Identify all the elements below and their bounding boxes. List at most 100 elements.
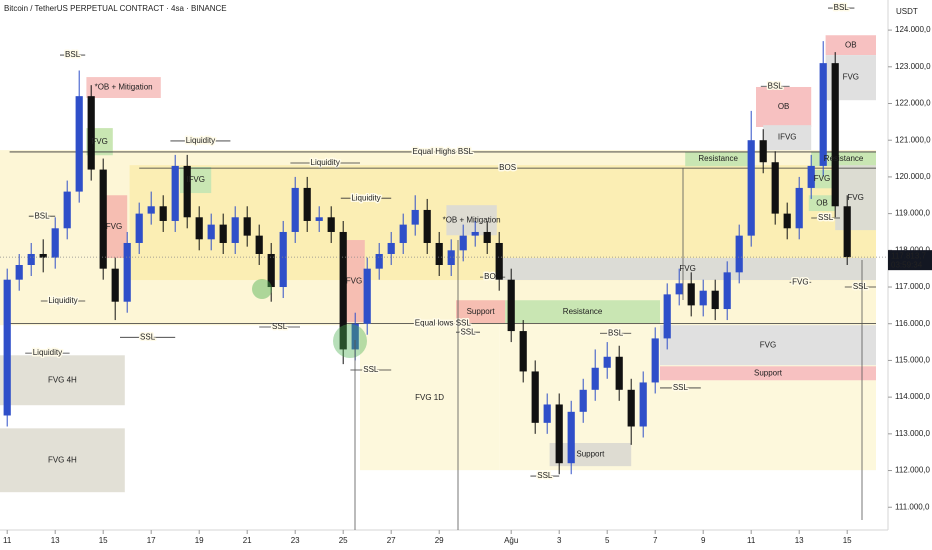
candle-body	[747, 140, 755, 236]
candle-body	[843, 206, 851, 258]
candle-body	[687, 283, 695, 306]
y-tick-label: 115.000,0	[895, 356, 931, 365]
candle-body	[15, 265, 23, 280]
zone	[835, 165, 876, 231]
candle-body	[303, 187, 311, 221]
candle-body	[75, 96, 83, 192]
level-label: SSL	[673, 383, 689, 392]
y-tick-label: 124.000,0	[895, 25, 931, 34]
zone-label: IFVG	[186, 175, 205, 184]
x-tick-label: 21	[243, 536, 252, 545]
zone	[360, 325, 500, 471]
candle-body	[603, 356, 611, 368]
candle-body	[507, 279, 515, 332]
highlight-circle	[252, 279, 272, 299]
level-label: SSL	[363, 365, 379, 374]
y-tick-label: 116.000,0	[895, 319, 931, 328]
currency-label: USDT	[896, 7, 918, 16]
candle-body	[519, 331, 527, 372]
zone-label: *OB + Mitigation	[95, 83, 153, 92]
y-tick-label: 122.000,0	[895, 99, 931, 108]
zone-label: *OB + Mitigation	[443, 215, 501, 224]
candle-body	[579, 389, 587, 412]
candle-body	[219, 224, 227, 243]
chart-title: Bitcoin / TetherUS PERPETUAL CONTRACT · …	[4, 4, 227, 13]
candle-body	[459, 235, 467, 251]
candle-body	[351, 323, 359, 350]
level-label: Liquidity	[48, 296, 77, 305]
candle-body	[663, 294, 671, 339]
zone	[756, 86, 812, 127]
candle-body	[171, 165, 179, 221]
candle-body	[615, 356, 623, 390]
candle-body	[255, 235, 263, 254]
x-tick-label: 3	[557, 536, 562, 545]
zone	[660, 366, 876, 381]
x-tick-label: 23	[291, 536, 300, 545]
level-label: BSL	[834, 3, 850, 12]
candle-body	[279, 231, 287, 288]
candle-body	[807, 165, 815, 188]
x-tick-label: 15	[843, 536, 852, 545]
candle-body	[531, 371, 539, 423]
level-label: FVG	[792, 277, 808, 286]
candle-body	[435, 242, 443, 265]
zone	[660, 325, 876, 366]
x-tick-label: 11	[3, 536, 12, 545]
candle-body	[783, 213, 791, 229]
level-label: Equal lows SSL	[415, 318, 472, 327]
candle-body	[447, 250, 455, 265]
candle-body	[183, 165, 191, 218]
zone-label: FVG	[679, 264, 695, 273]
x-tick-label: 29	[435, 536, 444, 545]
y-tick-label: 113.000,0	[895, 429, 931, 438]
candle-body	[555, 404, 563, 464]
candle-body	[147, 206, 155, 214]
zone-label: Resistance	[824, 154, 864, 163]
x-tick-label: 15	[99, 536, 108, 545]
candle-body	[771, 162, 779, 214]
candle-body	[411, 209, 419, 225]
candle-body	[567, 411, 575, 464]
x-tick-label: 7	[653, 536, 658, 545]
candle-body	[387, 242, 395, 254]
candle-body	[99, 169, 107, 269]
x-tick-label: 5	[605, 536, 610, 545]
candle-body	[87, 96, 95, 170]
candle-body	[495, 242, 503, 280]
candle-body	[243, 217, 251, 236]
candle-body	[3, 279, 11, 416]
zone-label: Resistance	[698, 154, 738, 163]
y-tick-label: 118.000,0	[895, 245, 931, 254]
zone-label: FVG	[847, 193, 863, 202]
candle-body	[759, 140, 767, 163]
zone	[808, 195, 836, 212]
level-label: Liquidity	[33, 348, 62, 357]
candle-body	[315, 217, 323, 221]
x-tick-label: 13	[795, 536, 804, 545]
zone-label: Support	[754, 368, 783, 377]
zone	[343, 240, 365, 323]
zone	[446, 205, 497, 236]
level-label: BSL	[768, 81, 784, 90]
level-label: SSL	[537, 471, 553, 480]
candle-body	[195, 217, 203, 240]
zone-label: FVG 1D	[415, 393, 444, 402]
zone	[505, 300, 660, 324]
candle-body	[327, 217, 335, 232]
candle-body	[159, 206, 167, 221]
zone	[808, 169, 836, 189]
level-label: Equal Highs BSL	[413, 147, 474, 156]
candle-body	[795, 187, 803, 229]
zone	[456, 300, 506, 324]
candle-body	[423, 209, 431, 243]
level-label: SSL	[460, 327, 476, 336]
zone	[685, 151, 752, 167]
candle-body	[483, 231, 491, 243]
zone	[825, 35, 876, 56]
x-tick-label: 11	[747, 536, 756, 545]
x-tick-label: 27	[387, 536, 396, 545]
candle-body	[591, 367, 599, 390]
zone-label: FVG	[760, 340, 776, 349]
